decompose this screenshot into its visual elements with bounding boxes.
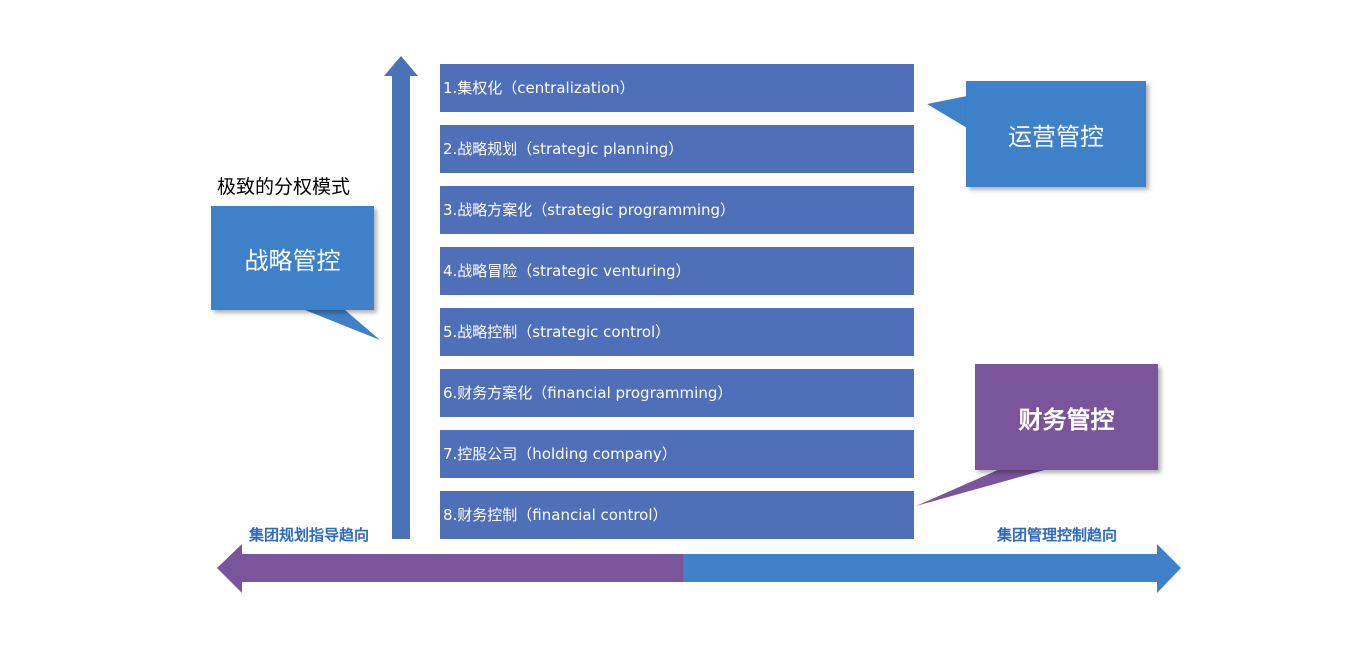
strategic-control-label: 战略管控 bbox=[244, 246, 341, 275]
operational-control-label: 运营管控 bbox=[1008, 122, 1104, 151]
mode-bar-8: 8.财务控制（financial control） bbox=[440, 491, 914, 539]
strategic-callout-pointer bbox=[305, 310, 380, 340]
mode-bar-7: 7.控股公司（holding company） bbox=[440, 430, 914, 478]
group-management-control-label: 集团管理控制趋向 bbox=[997, 526, 1118, 544]
vertical-arrow bbox=[384, 56, 418, 539]
mode-bar-1: 1.集权化（centralization） bbox=[440, 64, 914, 112]
financial-control-label: 财务管控 bbox=[1018, 405, 1115, 434]
mode-bar-2: 2.战略规划（strategic planning） bbox=[440, 125, 914, 173]
mode-bar-4: 4.战略冒险（strategic venturing） bbox=[440, 247, 914, 295]
mode-bar-5: 5.战略控制（strategic control） bbox=[440, 308, 914, 356]
horizontal-arrow-left bbox=[217, 544, 683, 593]
group-planning-guidance-label: 集团规划指导趋向 bbox=[249, 526, 370, 544]
operational-control-callout: 运营管控 bbox=[966, 81, 1146, 187]
horizontal-arrow-right bbox=[683, 544, 1181, 593]
mode-bar-3: 3.战略方案化（strategic programming） bbox=[440, 186, 914, 234]
strategic-control-callout: 战略管控 bbox=[211, 206, 374, 310]
financial-callout-pointer bbox=[916, 469, 1048, 506]
financial-control-callout: 财务管控 bbox=[975, 364, 1158, 470]
operational-callout-pointer bbox=[927, 96, 967, 128]
decentralization-mode-label: 极致的分权模式 bbox=[217, 176, 351, 198]
mode-bar-6: 6.财务方案化（financial programming） bbox=[440, 369, 914, 417]
